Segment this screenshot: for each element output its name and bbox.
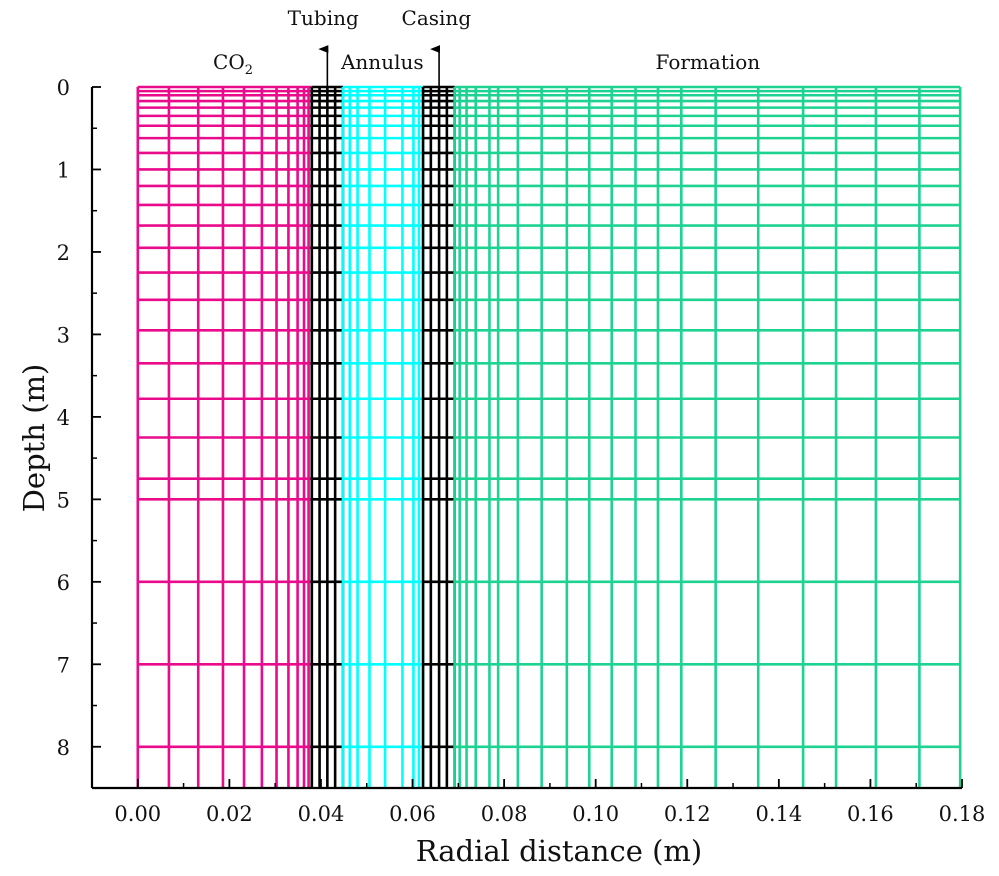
region-annulus <box>341 85 425 788</box>
x-tick-label: 0.12 <box>664 802 711 826</box>
y-tick-label: 2 <box>57 241 70 265</box>
x-tick-label: 0.04 <box>298 802 345 826</box>
y-tick-label: 3 <box>57 323 70 347</box>
region-tubing <box>310 85 345 788</box>
x-axis-title: Radial distance (m) <box>416 834 703 868</box>
y-axis-title: Depth (m) <box>17 364 51 513</box>
label-co: CO2 <box>213 50 253 78</box>
label-formation: Formation <box>656 50 761 74</box>
x-tick-label: 0.10 <box>572 802 619 826</box>
x-tick-label: 0.00 <box>114 802 161 826</box>
region-labels: CO2 Annulus Formation Tubing Casing <box>213 6 760 87</box>
region-co2 <box>136 85 314 788</box>
mesh-grid <box>136 85 962 788</box>
label-tubing: Tubing <box>288 6 359 30</box>
x-tick-label: 0.14 <box>755 802 802 826</box>
x-tick-label: 0.16 <box>847 802 894 826</box>
x-tick-label: 0.18 <box>939 802 986 826</box>
region-formation <box>453 85 962 788</box>
y-tick-label: 5 <box>57 488 70 512</box>
label-subscript: 2 <box>245 63 253 78</box>
x-tick-label: 0.08 <box>481 802 528 826</box>
axes <box>90 87 962 790</box>
y-tick-label: 7 <box>57 653 70 677</box>
region-casing <box>421 85 456 788</box>
x-tick-label: 0.02 <box>206 802 253 826</box>
y-tick-label: 4 <box>57 406 70 430</box>
label-annulus: Annulus <box>340 50 424 74</box>
y-tick-label: 0 <box>57 76 70 100</box>
y-tick-label: 8 <box>57 736 70 760</box>
y-tick-label: 6 <box>57 571 70 595</box>
y-tick-label: 1 <box>57 158 70 182</box>
ticks: 0.00 0.02 0.04 0.06 0.08 0.10 0.12 0.14 0.16 0.18… <box>57 76 986 826</box>
x-tick-label: 0.06 <box>389 802 436 826</box>
label-casing: Casing <box>402 6 472 30</box>
